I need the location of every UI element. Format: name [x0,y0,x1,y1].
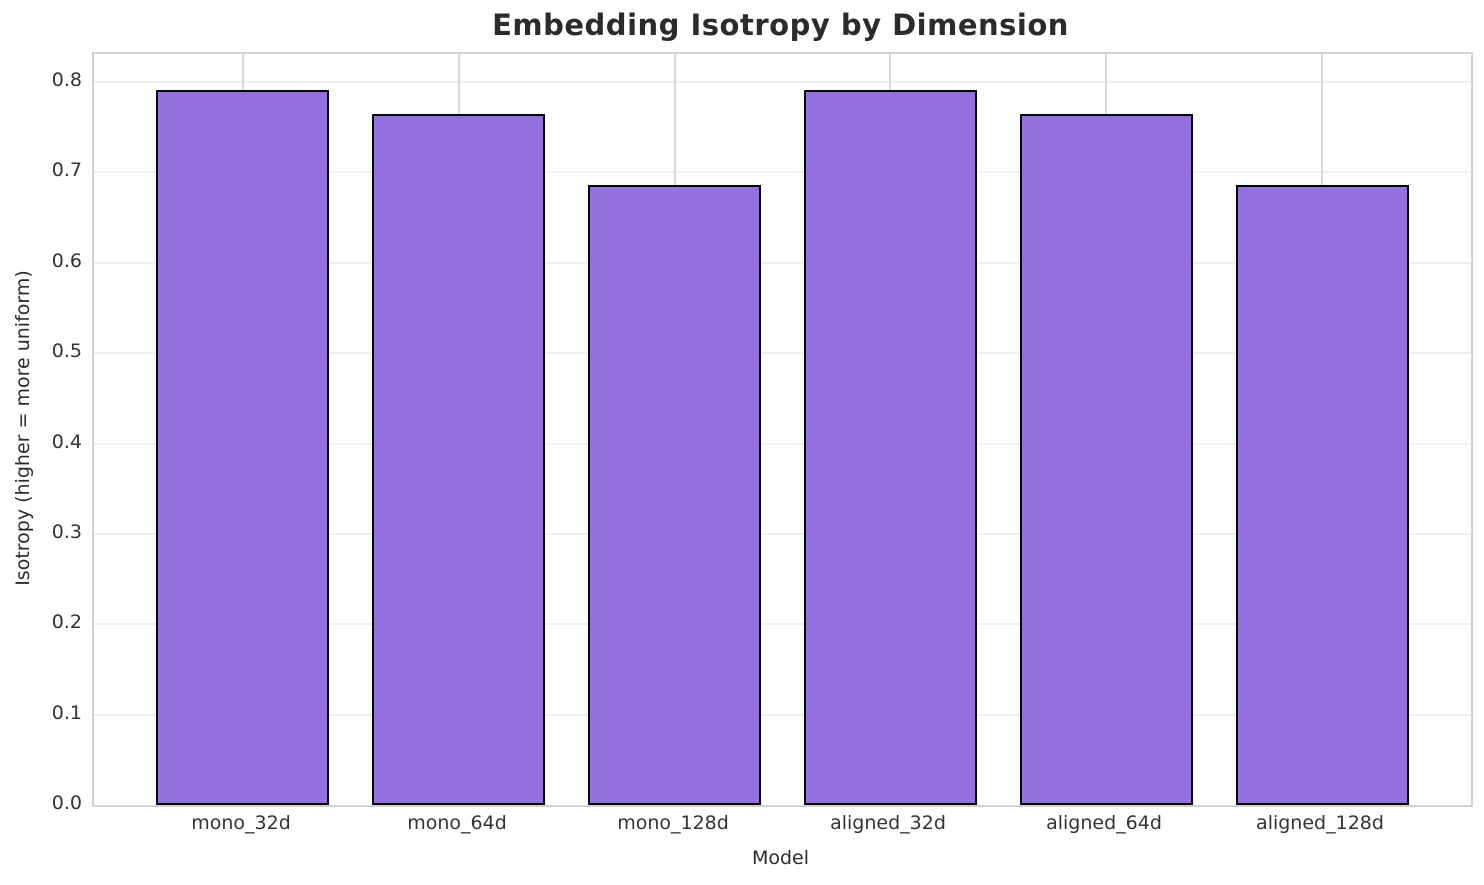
x-tick-label: aligned_128d [1256,812,1384,834]
x-tick-label: aligned_32d [830,812,946,834]
plot-area [92,52,1473,807]
y-tick-label: 0.2 [51,611,82,634]
bar-mono_32d [156,90,329,805]
y-tick-label: 0.7 [51,159,82,182]
y-tick-label: 0.5 [51,340,82,363]
horizontal-gridline [94,442,1471,445]
y-tick-label: 0.0 [51,792,82,814]
bar-aligned_128d [1236,185,1409,805]
bar-mono_64d [372,114,545,805]
horizontal-gridline [94,713,1471,716]
y-tick-label: 0.4 [51,430,82,453]
chart-title: Embedding Isotropy by Dimension [492,8,1069,42]
x-tick-label: aligned_64d [1046,812,1162,834]
y-tick-label: 0.1 [51,701,82,724]
x-tick-label: mono_64d [407,812,507,834]
horizontal-gridline [94,171,1471,174]
horizontal-gridline [94,261,1471,264]
bar-aligned_32d [804,90,977,805]
horizontal-gridline [94,623,1471,626]
x-tick-label: mono_128d [617,812,729,834]
horizontal-gridline [94,352,1471,355]
bar-mono_128d [588,185,761,805]
y-tick-label: 0.8 [51,69,82,92]
y-tick-label: 0.3 [51,520,82,543]
x-tick-label: mono_32d [191,812,291,834]
horizontal-gridline [94,532,1471,535]
x-axis-label: Model [751,847,810,869]
y-tick-label: 0.6 [51,249,82,272]
y-axis-label: Isotropy (higher = more uniform) [12,270,34,586]
bar-aligned_64d [1020,114,1193,805]
horizontal-gridline [94,81,1471,84]
